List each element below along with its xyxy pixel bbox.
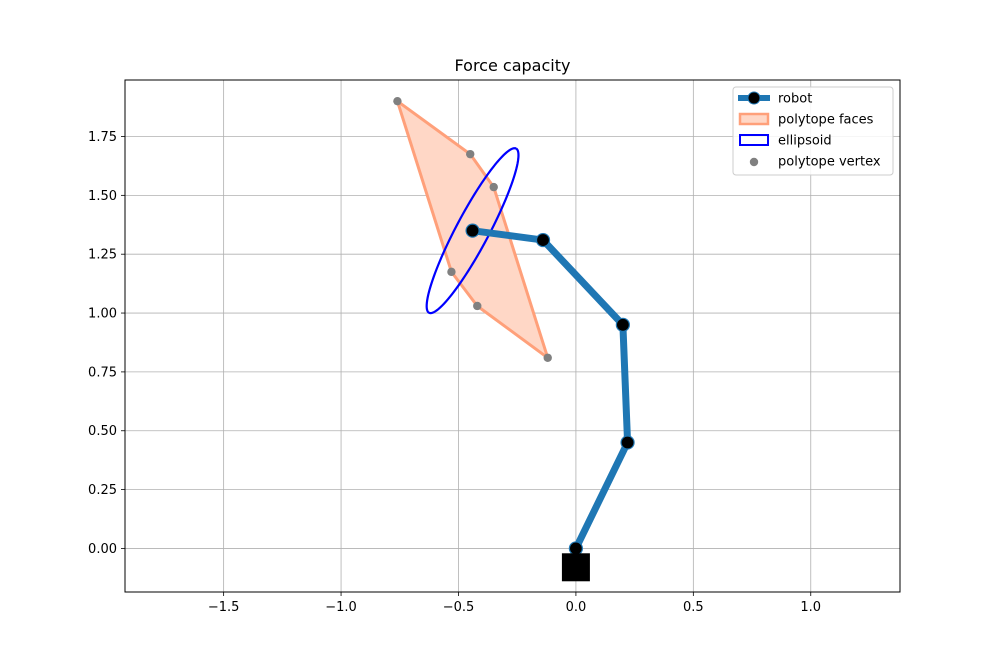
y-tick-label: 0.75 [88, 365, 117, 380]
polytope-vertex [447, 267, 456, 277]
x-tick-label: 0.5 [683, 600, 704, 615]
legend: robot polytope faces ellipsoid polytope ver… [732, 86, 894, 176]
y-tick-label: 1.75 [88, 130, 117, 145]
robot-base [561, 553, 590, 582]
polytope-vertex [466, 149, 475, 159]
legend-label: polytope faces [778, 113, 874, 128]
x-tick-label: 1.0 [800, 600, 821, 615]
polytope-vertex [543, 353, 552, 362]
plot-data [393, 96, 635, 582]
x-tick-label: −0.5 [443, 600, 475, 615]
y-tick-label: 1.25 [88, 248, 117, 263]
legend-frame [732, 86, 894, 176]
legend-label: polytope vertex [778, 155, 881, 170]
legend-polytope-swatch [738, 112, 770, 126]
robot-joint [535, 232, 551, 248]
polytope-vertex [393, 96, 402, 106]
robot-joint [615, 317, 630, 332]
legend-label: ellipsoid [778, 134, 832, 149]
axes-frame [124, 79, 901, 593]
y-tick-label: 1.50 [88, 189, 117, 204]
legend-label: robot [778, 92, 812, 107]
y-tick-label: 0.25 [88, 483, 117, 498]
y-tick-label: 1.00 [88, 307, 117, 322]
axis-ticks: −1.5 −1.0 −0.5 0.0 0.5 1.0 0.00 0.25 0.50 0.75 1.0… [88, 130, 821, 615]
y-tick-label: 0.00 [88, 542, 117, 557]
x-tick-label: −1.5 [208, 600, 240, 615]
ellipsoid [425, 147, 520, 315]
robot-joint [465, 223, 480, 238]
x-tick-label: −1.0 [325, 600, 357, 615]
y-tick-label: 0.50 [88, 424, 117, 439]
legend-ellipsoid-swatch [739, 134, 769, 146]
polytope-vertex [473, 301, 482, 311]
legend-robot-marker [747, 91, 761, 105]
robot-joint [620, 435, 635, 450]
chart-title: Force capacity [455, 56, 571, 75]
polytope-vertex [489, 182, 498, 192]
legend-vertex-swatch [749, 157, 759, 167]
x-tick-label: 0.0 [566, 600, 587, 615]
robot-joint [568, 541, 584, 556]
